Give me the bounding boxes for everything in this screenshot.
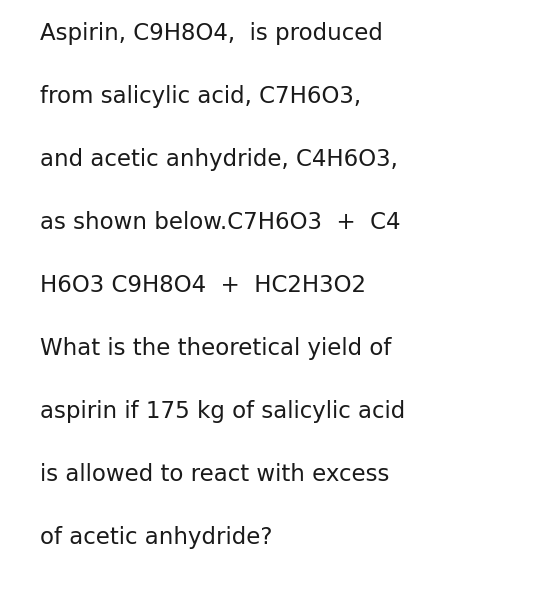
- Text: and acetic anhydride, C4H6O3,: and acetic anhydride, C4H6O3,: [40, 148, 398, 171]
- Text: of acetic anhydride?: of acetic anhydride?: [40, 526, 272, 549]
- Text: H6O3 C9H8O4  +  HC2H3O2: H6O3 C9H8O4 + HC2H3O2: [40, 274, 366, 297]
- Text: from salicylic acid, C7H6O3,: from salicylic acid, C7H6O3,: [40, 85, 361, 108]
- Text: aspirin if 175 kg of salicylic acid: aspirin if 175 kg of salicylic acid: [40, 400, 406, 423]
- Text: as shown below.C7H6O3  +  C4: as shown below.C7H6O3 + C4: [40, 211, 401, 234]
- Text: is allowed to react with excess: is allowed to react with excess: [40, 463, 390, 486]
- Text: Aspirin, C9H8O4,  is produced: Aspirin, C9H8O4, is produced: [40, 22, 383, 45]
- Text: What is the theoretical yield of: What is the theoretical yield of: [40, 337, 391, 360]
